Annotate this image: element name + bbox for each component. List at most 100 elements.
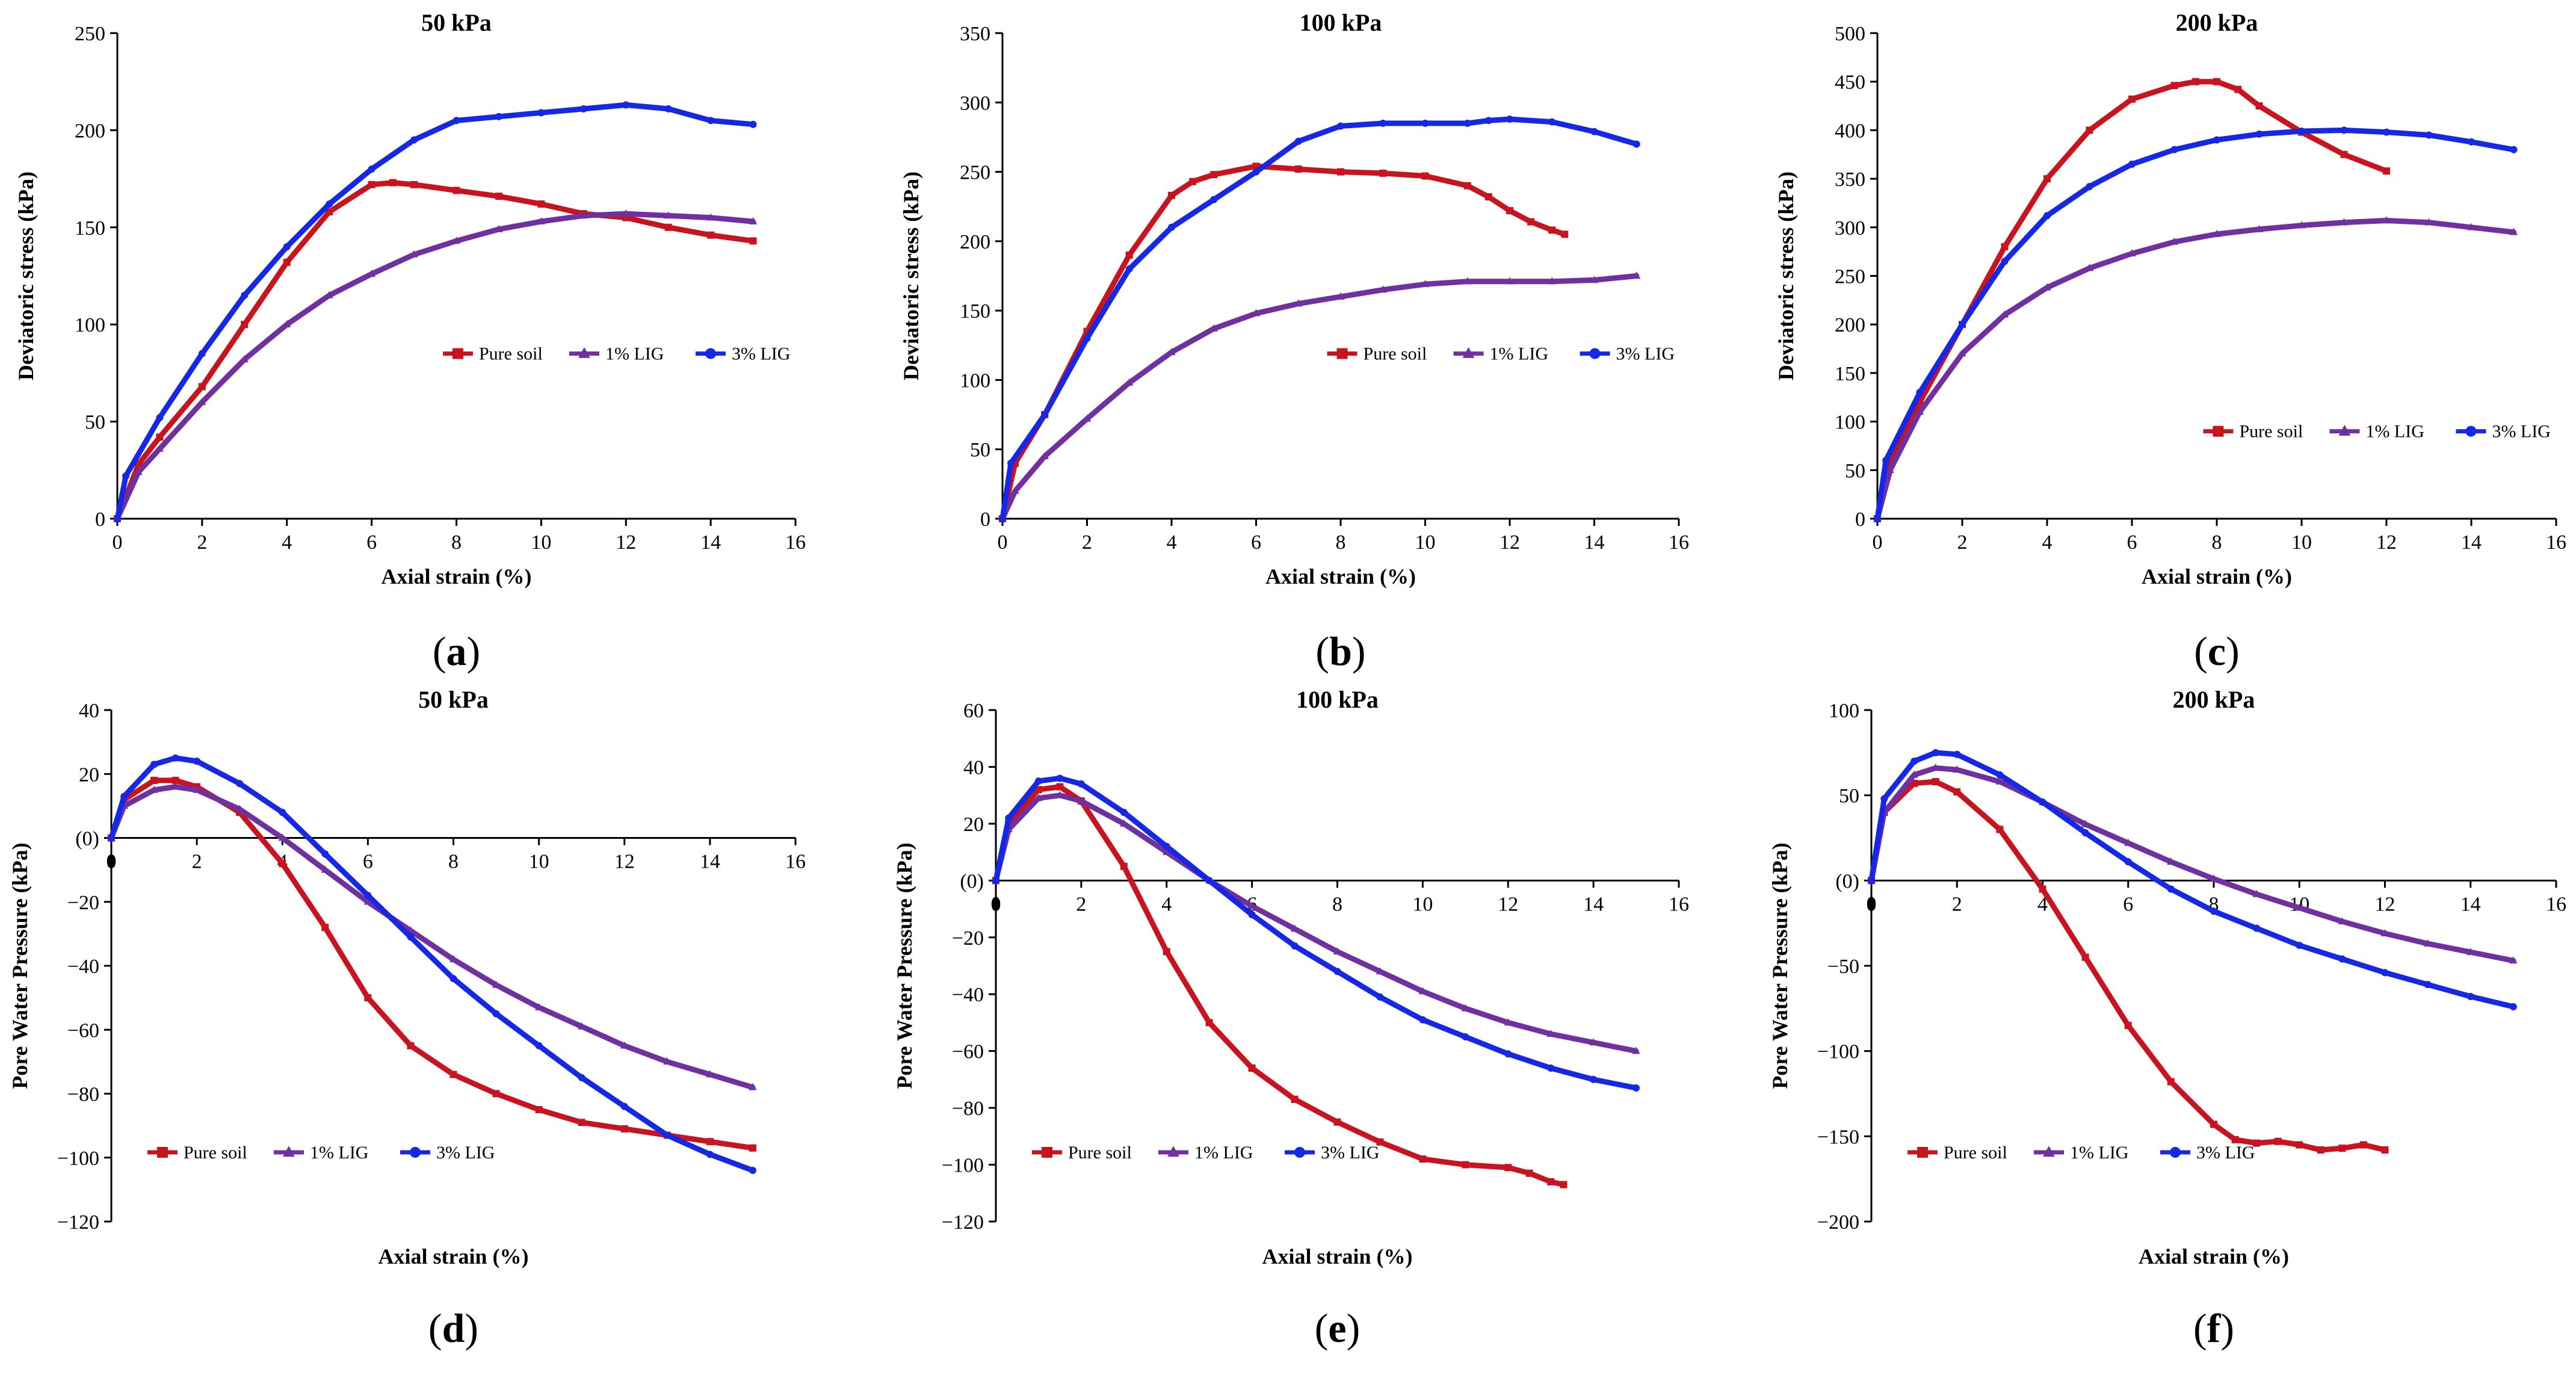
data-point [1294, 299, 1303, 307]
data-point [150, 776, 158, 784]
data-point [2086, 183, 2093, 191]
data-point [2359, 1141, 2367, 1149]
x-tick-label: 2 [197, 531, 207, 554]
data-point [2274, 1137, 2282, 1145]
data-point [1120, 809, 1128, 816]
x-axis-label: Axial strain (%) [2139, 1244, 2289, 1268]
data-point [622, 209, 630, 217]
legend-label-lig-1: 1% LIG [605, 344, 664, 364]
data-point [1333, 947, 1342, 955]
data-point [1463, 182, 1471, 190]
data-point [2039, 885, 2046, 893]
data-point [2424, 218, 2433, 226]
data-point [2467, 223, 2476, 230]
x-tick-label: 10 [1415, 531, 1436, 554]
data-point [2128, 160, 2136, 168]
panel-label: (b) [1315, 628, 1365, 674]
legend-marker-lig-3 [705, 348, 716, 359]
data-point [326, 208, 333, 215]
data-point [1527, 218, 1535, 226]
legend-marker-lig-3 [1294, 1147, 1305, 1158]
x-tick-label: 2 [1952, 893, 1962, 915]
x-tick-label: 10 [531, 531, 551, 554]
y-tick-label: 50 [970, 439, 990, 462]
series-lig-3 [1868, 749, 2517, 1010]
data-point [1291, 1095, 1299, 1103]
data-point [537, 109, 545, 117]
y-tick-label: 0 [980, 508, 990, 531]
data-point [2340, 218, 2349, 226]
legend-label-pure-soil: Pure soil [2239, 422, 2303, 442]
data-point [1083, 414, 1092, 422]
data-point [1077, 780, 1085, 788]
y-tick-label: 400 [1835, 120, 1865, 142]
y-tick-label: −100 [57, 1148, 99, 1170]
data-point [2298, 128, 2305, 135]
data-point [1125, 251, 1133, 259]
data-point [1504, 1164, 1512, 1172]
data-point [706, 1070, 714, 1078]
y-axis-label: Deviatoric stress (kPa) [14, 171, 38, 380]
y-tick-label: −60 [952, 1041, 984, 1063]
data-point [2296, 942, 2303, 949]
legend-label-lig-3: 3% LIG [2196, 1143, 2255, 1163]
legend-label-pure-soil: Pure soil [479, 344, 543, 364]
data-point [2255, 224, 2264, 232]
x-tick-label: 2 [192, 851, 202, 873]
data-point [1958, 349, 1966, 357]
data-point [410, 250, 418, 258]
data-point [1163, 847, 1171, 855]
data-point [156, 414, 164, 422]
data-point [1011, 486, 1019, 494]
series-line-lig-3 [1874, 127, 2516, 522]
y-tick-label: −200 [1817, 1211, 1859, 1234]
data-point [198, 350, 206, 357]
data-point [410, 136, 418, 144]
data-point [2255, 102, 2263, 110]
data-point [1590, 1075, 1598, 1083]
data-point [368, 270, 376, 277]
data-point [1056, 783, 1064, 791]
y-tick-label: 250 [75, 23, 105, 45]
x-tick-label: 16 [1669, 893, 1689, 915]
data-point [1959, 321, 1966, 329]
data-point [364, 892, 372, 900]
data-point [1421, 280, 1430, 288]
data-point [664, 105, 672, 113]
data-point [452, 117, 460, 125]
legend: Pure soil 1% LIG 3% LIG [2203, 422, 2551, 442]
data-point [155, 444, 164, 452]
series-lig-1 [113, 209, 758, 522]
data-point [2425, 131, 2433, 139]
data-point [1463, 119, 1471, 127]
data-point [1916, 389, 1924, 397]
chart-panel-a: 50 kPa 0 50 100 150 200 250 0 2 4 6 8 10 12 14 16 Axial … [14, 9, 806, 589]
legend-marker-pure-soil [452, 348, 463, 359]
data-point [663, 1057, 672, 1065]
data-point [1034, 786, 1042, 794]
y-tick-label: (0) [75, 828, 99, 850]
data-point [1210, 196, 1218, 203]
y-axis-label: Pore Water Pressure (kPa) [1768, 842, 1792, 1089]
data-point [2213, 136, 2220, 144]
y-tick-label: 100 [1829, 700, 1859, 722]
series-pure-soil [992, 783, 1568, 1188]
data-point [2039, 799, 2046, 806]
data-point [622, 101, 630, 109]
data-point [241, 291, 249, 299]
data-point [1910, 770, 1918, 778]
panel-letter: c [2208, 628, 2226, 674]
data-point [2170, 82, 2178, 90]
data-point [1547, 1064, 1555, 1072]
x-tick-label: 6 [363, 851, 373, 873]
series-line-pure-soil [993, 784, 1566, 1188]
data-point [321, 865, 329, 873]
data-point [492, 1090, 500, 1098]
legend-marker-lig-1 [2338, 424, 2351, 436]
y-tick-label: −80 [952, 1098, 984, 1120]
data-point [241, 321, 249, 329]
data-point [198, 383, 206, 391]
chart-title: 100 kPa [1300, 9, 1382, 36]
data-point [1546, 1030, 1555, 1037]
data-point [1953, 765, 1961, 773]
